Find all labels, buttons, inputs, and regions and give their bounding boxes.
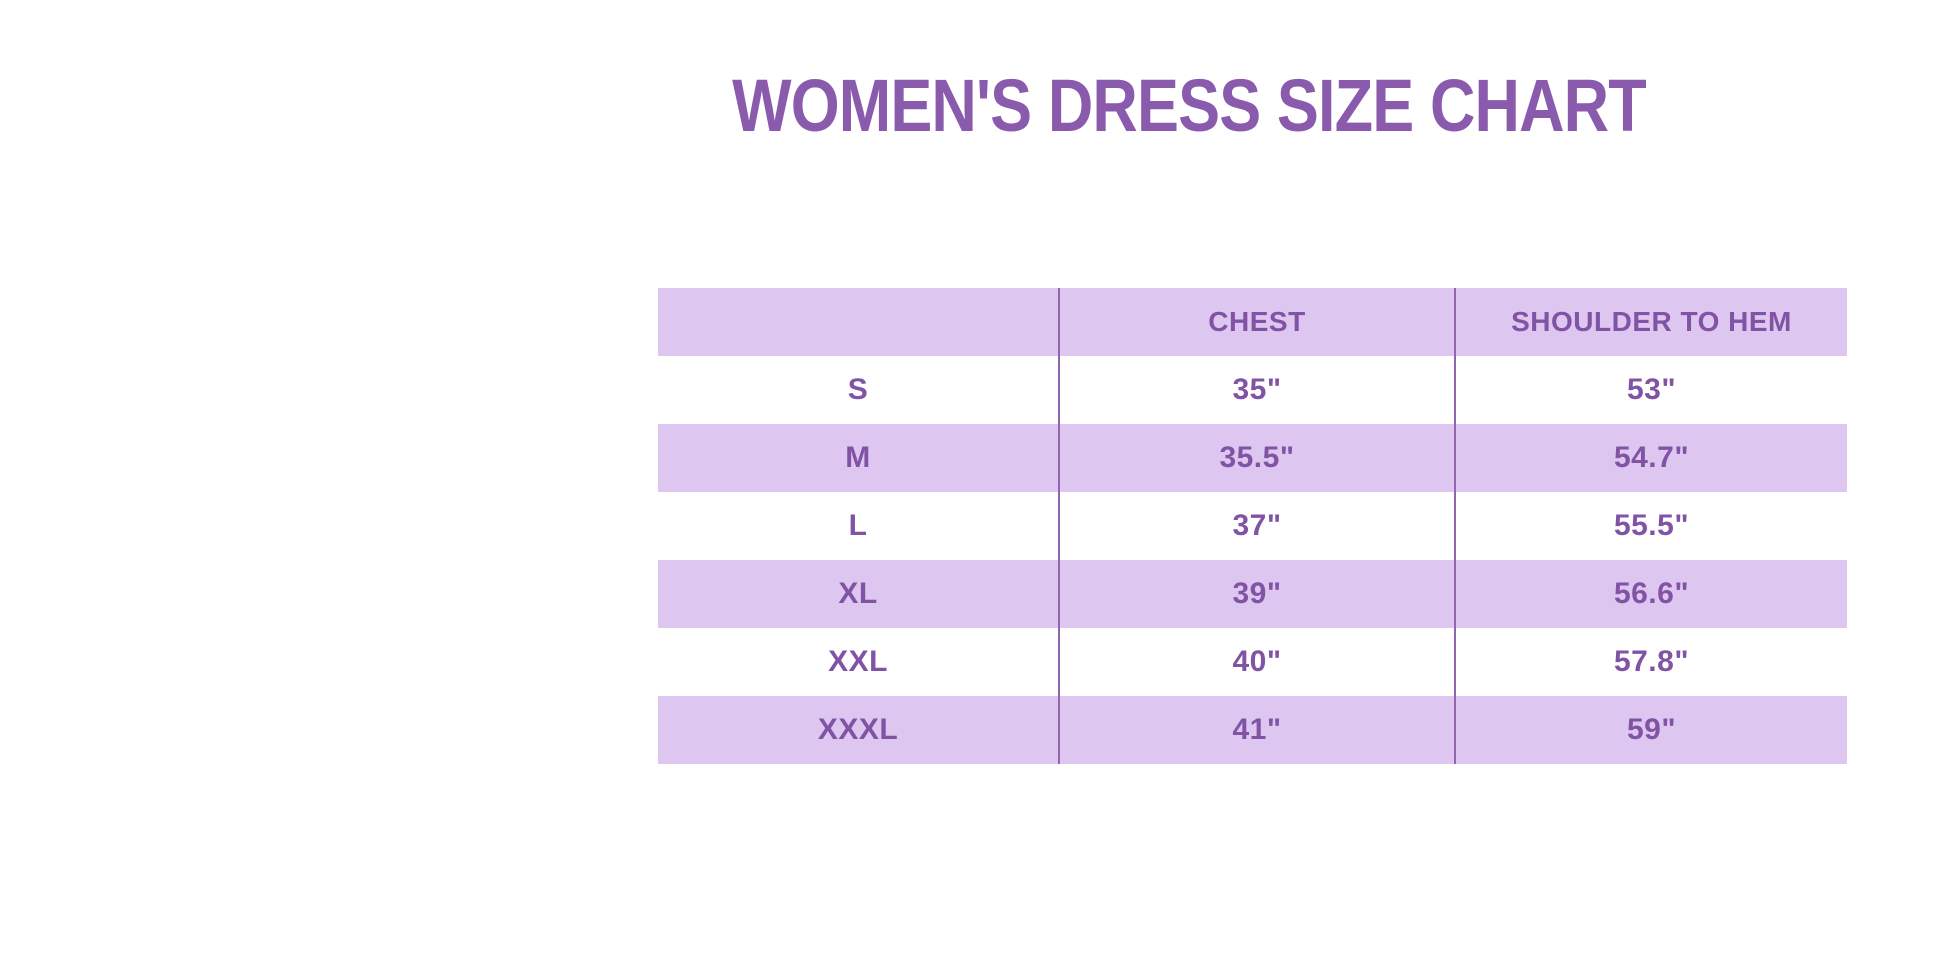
chest-value: 39"	[1058, 560, 1455, 628]
chest-value: 40"	[1058, 628, 1455, 696]
page-title-text: WOMEN'S DRESS SIZE CHART	[732, 64, 1646, 147]
column-header-shoulder-to-hem: SHOULDER TO HEM	[1454, 288, 1847, 356]
size-label: XL	[838, 577, 878, 610]
size-label: L	[848, 509, 868, 542]
column-header-size	[658, 288, 1059, 356]
column-header-chest: CHEST	[1058, 288, 1455, 356]
table-row-xxxl: XXXL 41" 59"	[658, 696, 1847, 764]
table-header-row: CHEST SHOULDER TO HEM	[658, 288, 1847, 356]
hem-value: 54.7"	[1454, 424, 1847, 492]
table-row-xxl: XXL 40" 57.8"	[658, 628, 1847, 696]
chest-value: 41"	[1058, 696, 1455, 764]
chest-value: 35.5"	[1058, 424, 1455, 492]
table-row-l: L 37" 55.5"	[658, 492, 1847, 560]
hem-value: 56.6"	[1454, 560, 1847, 628]
size-chart-table: CHEST SHOULDER TO HEM S 35" 53" M 35.5" …	[658, 288, 1847, 764]
hem-value: 55.5"	[1454, 492, 1847, 560]
chest-value: 35"	[1058, 356, 1455, 424]
table-row-xl: XL 39" 56.6"	[658, 560, 1847, 628]
table-row-s: S 35" 53"	[658, 356, 1847, 424]
table-row-m: M 35.5" 54.7"	[658, 424, 1847, 492]
size-label: M	[845, 441, 871, 474]
hem-value: 57.8"	[1454, 628, 1847, 696]
chest-value: 37"	[1058, 492, 1455, 560]
size-label: XXXL	[817, 713, 899, 746]
hem-value: 53"	[1454, 356, 1847, 424]
page-title: WOMEN'S DRESS SIZE CHART	[652, 62, 1727, 151]
hem-value: 59"	[1454, 696, 1847, 764]
size-label: S	[847, 373, 869, 406]
size-label: XXL	[828, 645, 888, 678]
